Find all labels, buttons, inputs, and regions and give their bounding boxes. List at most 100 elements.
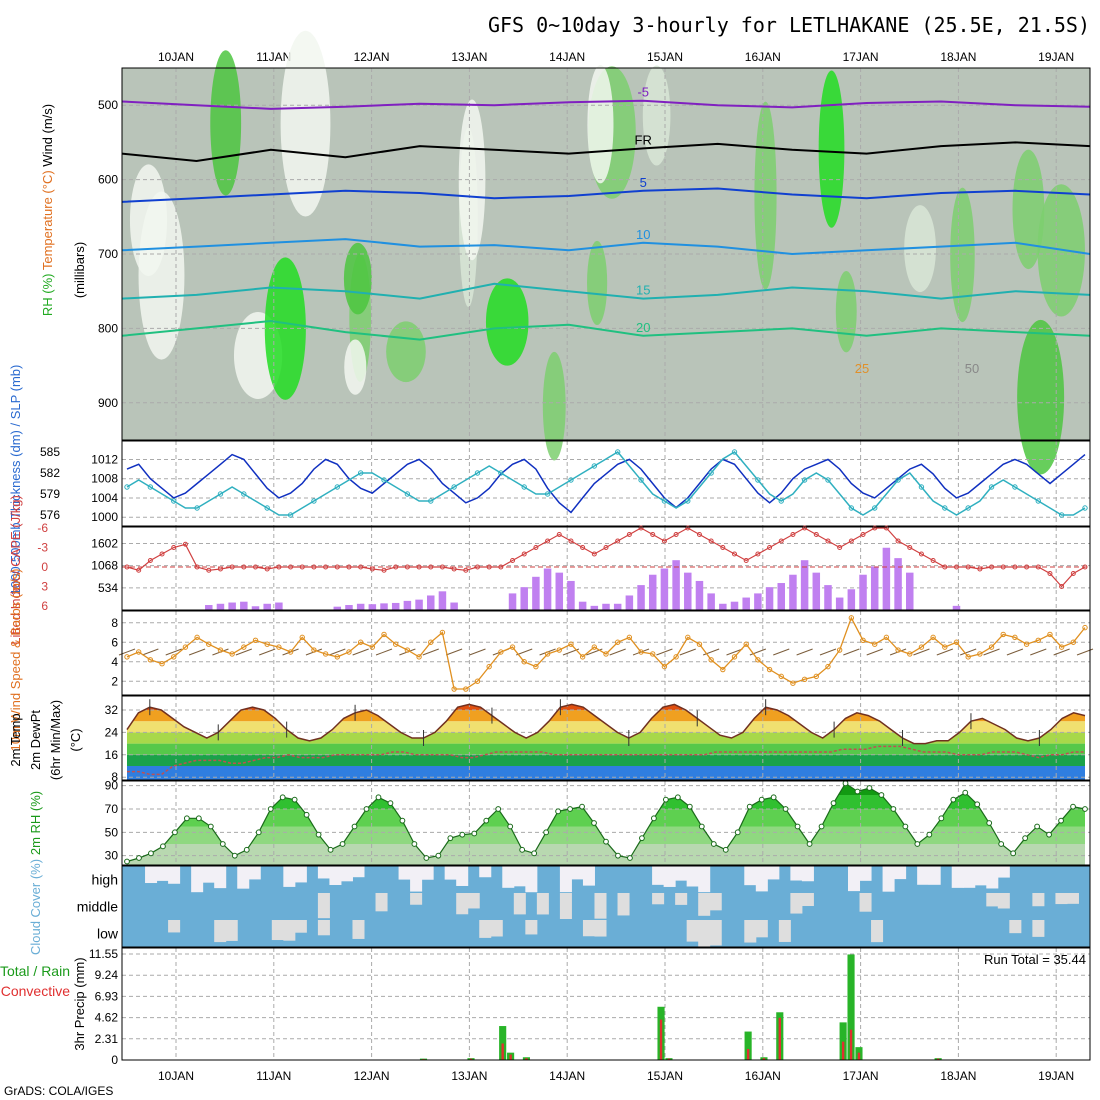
- slp-thickness-panel: 576 579 582 585 1000 1004 1008 1012: [40, 440, 1091, 527]
- cape-bar: [800, 560, 809, 610]
- cape-bar: [415, 599, 423, 610]
- cloud-clear-cell: [1055, 893, 1068, 905]
- rh-marker: [591, 820, 597, 826]
- wind-speed-marker: [147, 657, 154, 663]
- rh-marker: [722, 846, 729, 853]
- rh-marker: [710, 841, 717, 847]
- cloud-clear-cell: [513, 893, 526, 915]
- rh-marker: [1046, 831, 1052, 838]
- bottom-date-label: 15JAN: [647, 1069, 683, 1083]
- temp-band: [127, 766, 1085, 780]
- precip-convective-bar: [841, 1041, 845, 1060]
- lifted-index-marker: [1024, 564, 1030, 570]
- rh-marker: [483, 817, 490, 824]
- temp-band: [127, 754, 1085, 766]
- slp-ylabel: 1000-500mb Thickness (dm) / SLP (mb): [8, 365, 23, 596]
- thickness-marker: [685, 498, 691, 504]
- wind-speed-marker: [1012, 634, 1018, 641]
- temp2m-panel: 8 16 24 32: [105, 695, 1091, 784]
- bottom-date-label: 18JAN: [940, 1069, 976, 1083]
- isotherm-line: [121, 282, 1091, 300]
- wind-speed-marker: [486, 663, 492, 670]
- cape-bar: [894, 558, 902, 610]
- cloud-clear-cell: [202, 866, 215, 883]
- wind-barb: [469, 648, 486, 656]
- lifted-index-marker: [241, 564, 247, 570]
- lifted-index-marker: [556, 532, 562, 537]
- run-total-label: Run Total = 35.44: [984, 952, 1086, 967]
- contour-label: 50: [965, 361, 979, 376]
- lifted-index-marker: [767, 545, 773, 550]
- cape-bar: [847, 589, 856, 610]
- wind-speed-marker: [603, 651, 609, 657]
- lifted-index-marker: [1047, 571, 1053, 576]
- wind-speed-marker: [708, 657, 714, 663]
- panel-frame: [121, 610, 1091, 696]
- wind-speed-marker: [311, 647, 317, 653]
- wind-barb: [188, 648, 206, 656]
- wind-speed-marker: [626, 634, 633, 641]
- cloud-clear-cell: [225, 920, 238, 941]
- rh-shading-patch: [754, 101, 777, 290]
- top-date-label: 10JAN: [158, 50, 194, 64]
- cloud-clear-cell: [525, 866, 538, 893]
- cape-bar: [567, 580, 575, 610]
- thickness-marker: [591, 463, 598, 469]
- thickness-marker: [521, 484, 527, 490]
- chart-title: GFS 0~10day 3-hourly for LETLHAKANE (25.…: [488, 13, 1090, 37]
- cloud-clear-cell: [582, 866, 595, 886]
- profile-ytick: 700: [98, 247, 118, 261]
- precip-convective-bar: [778, 1017, 781, 1060]
- cloud-clear-cell: [145, 866, 158, 884]
- wind-speed-marker: [650, 651, 656, 657]
- cloud-clear-cell: [410, 866, 423, 892]
- rh-tick: 70: [105, 802, 119, 816]
- wind-speed-marker: [416, 654, 422, 660]
- rh-tick: 30: [105, 849, 119, 863]
- wind-speed-marker: [393, 641, 399, 647]
- cape-bar: [251, 606, 260, 610]
- cape-bar: [812, 572, 821, 610]
- rh-band: [127, 783, 1085, 795]
- rh-marker: [686, 803, 693, 810]
- wind-speed-marker: [965, 654, 971, 660]
- top-date-axis: 10JAN 11JAN 12JAN 13JAN 14JAN 15JAN 16JAN 17JAN…: [158, 50, 1074, 64]
- cloud-clear-cell: [698, 920, 711, 947]
- cloud-clear-cell: [525, 920, 538, 935]
- wind-speed-marker: [135, 649, 142, 655]
- lifted-index-marker: [965, 564, 971, 570]
- cape-bar: [707, 593, 715, 610]
- wind-barb: [375, 648, 393, 656]
- thickness-marker: [872, 505, 878, 511]
- cloud-clear-cell: [928, 866, 941, 885]
- wind-speed-marker: [509, 644, 516, 650]
- precip-tick: 0: [111, 1053, 118, 1067]
- rh-marker: [950, 796, 957, 803]
- profile-ylabel-units-part: (millibars): [72, 242, 87, 298]
- rh-marker: [842, 780, 849, 787]
- wind-speed-marker: [474, 678, 481, 684]
- cloud-clear-cell: [410, 893, 423, 905]
- rh-marker: [770, 794, 777, 801]
- thickness-marker: [241, 491, 247, 497]
- wind-barb: [1006, 648, 1024, 656]
- rh-marker: [890, 806, 897, 812]
- thickness-marker: [942, 505, 948, 511]
- precip-convective-bar: [667, 1058, 671, 1060]
- lifted-index-marker: [299, 564, 305, 570]
- lifted-index-marker: [825, 538, 831, 544]
- rh-marker: [495, 806, 502, 812]
- lifted-index-marker: [229, 564, 235, 570]
- rh-marker: [1058, 817, 1064, 824]
- rh-marker: [818, 823, 825, 830]
- cloud-clear-cell: [283, 866, 296, 887]
- wind-speed-marker: [930, 634, 936, 641]
- temp-tick: 16: [105, 748, 119, 762]
- top-date-label: 19JAN: [1038, 50, 1074, 64]
- panel-frame: [121, 695, 1091, 781]
- precip-panel: 0 2.31 4.62 6.93 9.24 11.55 Run Total = 35.44: [89, 947, 1091, 1067]
- lifted-index-marker: [1082, 564, 1088, 570]
- thickness-marker: [918, 484, 925, 490]
- rh-marker: [758, 796, 765, 803]
